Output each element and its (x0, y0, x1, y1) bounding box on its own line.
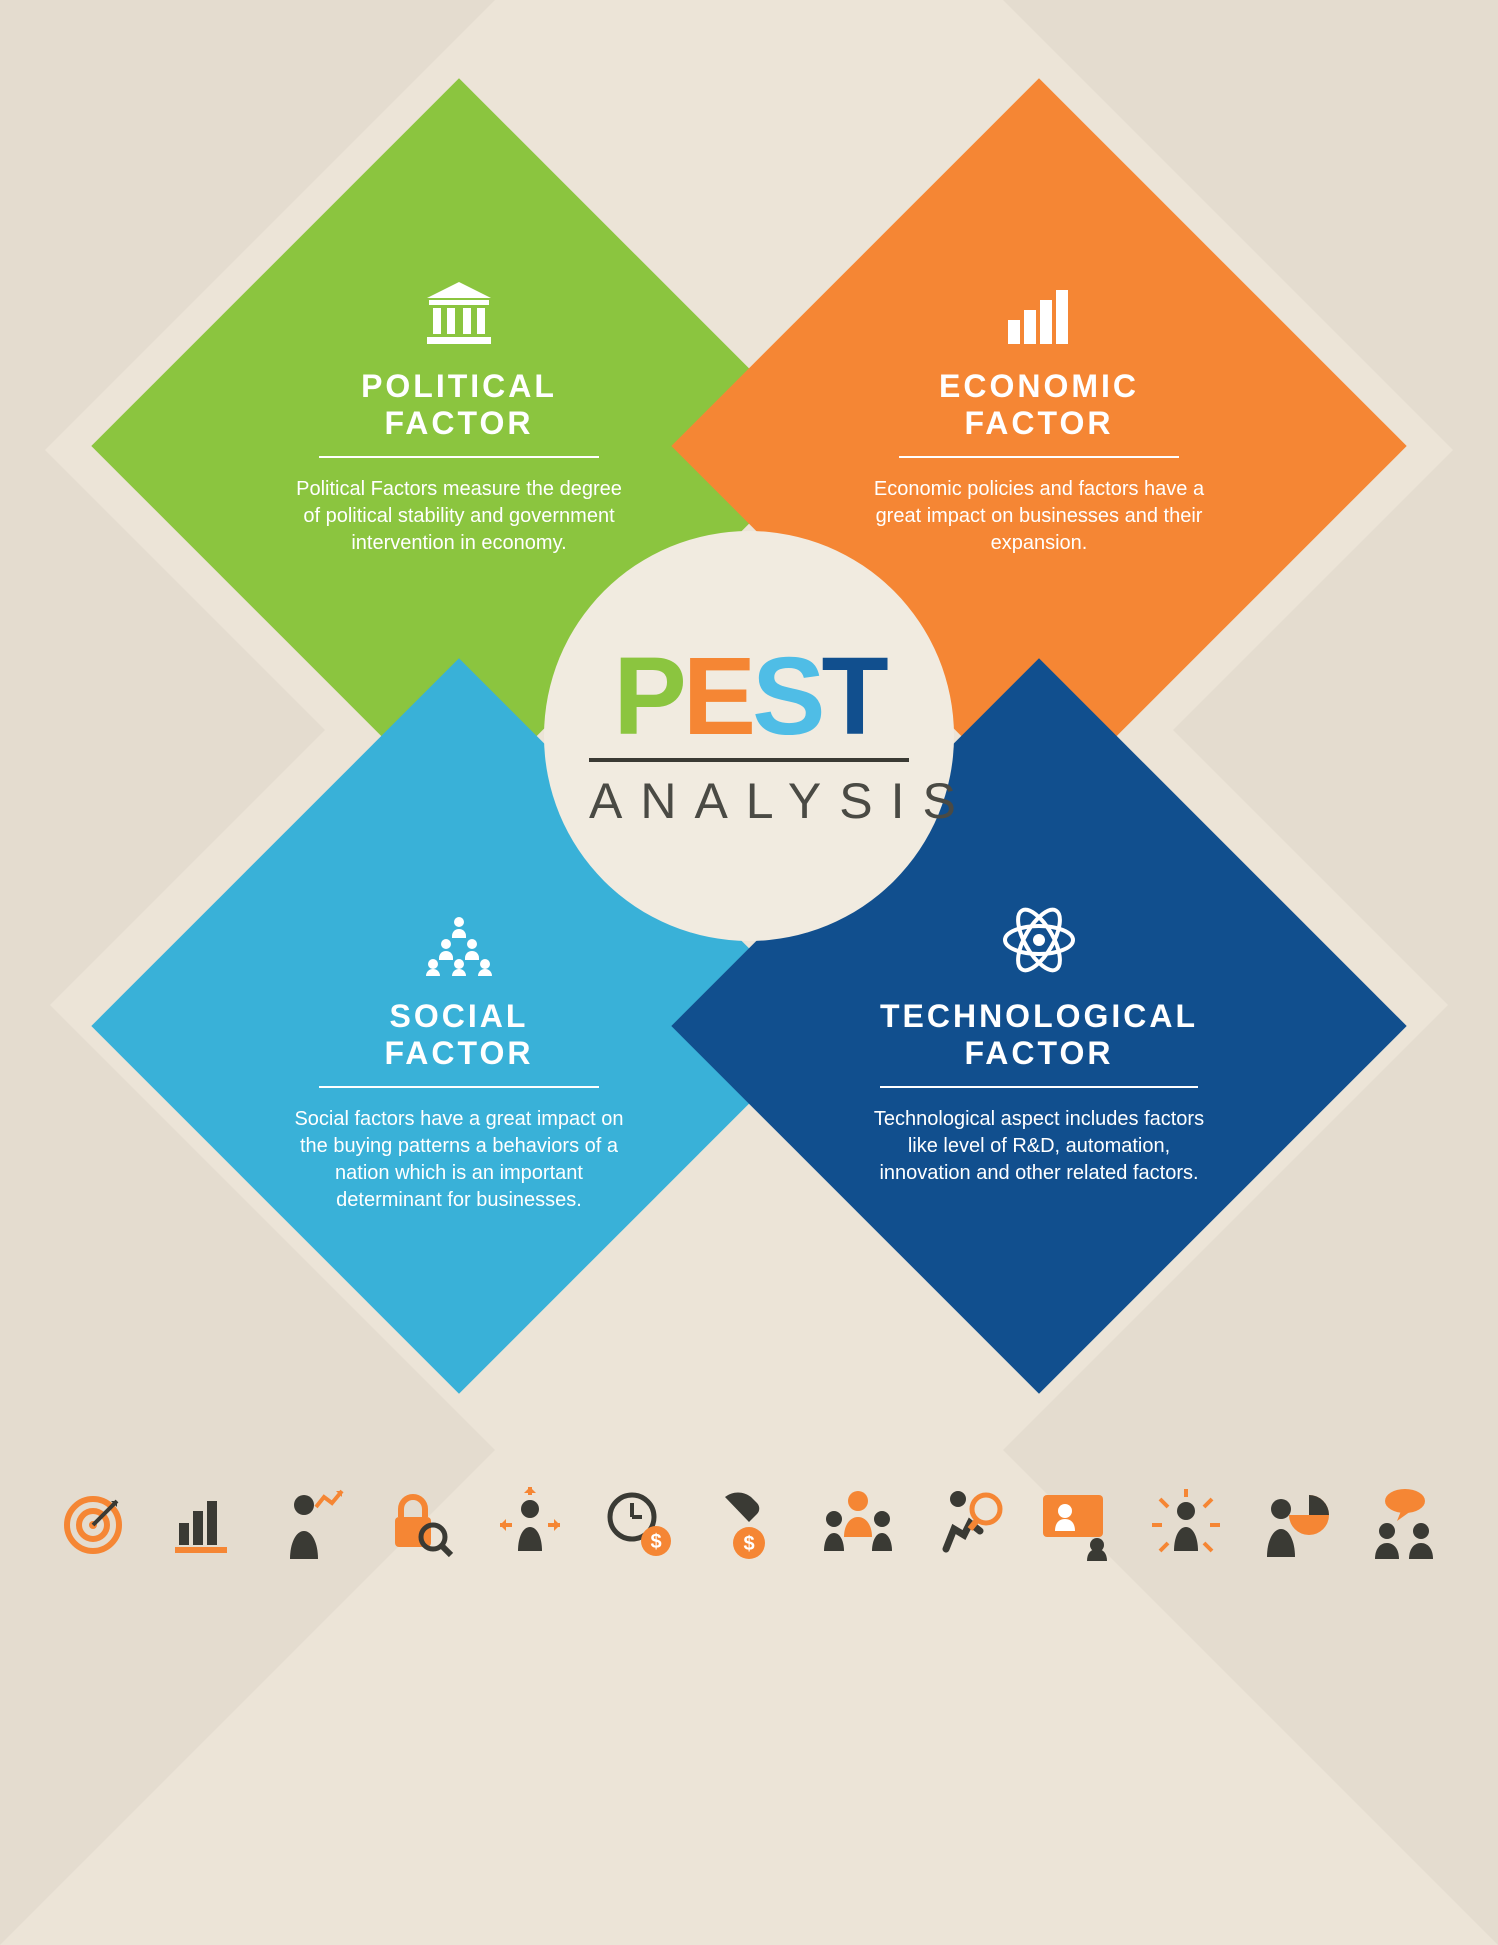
footer-icon-row: $ $ (0, 1480, 1498, 1570)
svg-text:$: $ (743, 1533, 754, 1555)
spotlight-person-icon (1146, 1480, 1226, 1570)
hand-coin-icon: $ (709, 1480, 789, 1570)
quadrant-title: POLITICAL FACTOR (319, 368, 599, 458)
quadrant-desc: Economic policies and factors have a gre… (869, 476, 1209, 557)
pest-letters: P E S T (613, 642, 884, 752)
center-subtitle: ANALYSIS (589, 758, 909, 830)
clock-dollar-icon: $ (600, 1480, 680, 1570)
quadrant-desc: Political Factors measure the degree of … (289, 476, 629, 557)
letter-t: T (821, 642, 884, 752)
bar-underline-icon (163, 1480, 243, 1570)
pest-diagram: POLITICAL FACTOR Political Factors measu… (199, 186, 1299, 1286)
building-icon (423, 276, 495, 346)
person-chart-icon (272, 1480, 352, 1570)
letter-p: P (613, 642, 682, 752)
quadrant-title: SOCIAL FACTOR (319, 998, 599, 1088)
target-icon (53, 1480, 133, 1570)
svg-text:$: $ (650, 1531, 661, 1553)
person-pie-icon (1255, 1480, 1335, 1570)
people-pyramid-icon (416, 906, 502, 976)
board-user-icon (1037, 1480, 1117, 1570)
team-icon (818, 1480, 898, 1570)
lock-search-icon (381, 1480, 461, 1570)
quadrant-desc: Technological aspect includes factors li… (869, 1106, 1209, 1187)
quadrant-title: TECHNOLOGICAL FACTOR (880, 998, 1198, 1088)
bar-chart-icon (1004, 276, 1074, 346)
people-chat-icon (1365, 1480, 1445, 1570)
quadrant-desc: Social factors have a great impact on th… (289, 1106, 629, 1214)
atom-icon (1000, 906, 1078, 976)
quadrant-title: ECONOMIC FACTOR (899, 368, 1179, 458)
letter-e: E (683, 642, 752, 752)
letter-s: S (752, 642, 821, 752)
run-magnify-icon (928, 1480, 1008, 1570)
person-arrows-icon (490, 1480, 570, 1570)
center-circle: P E S T ANALYSIS (544, 531, 954, 941)
